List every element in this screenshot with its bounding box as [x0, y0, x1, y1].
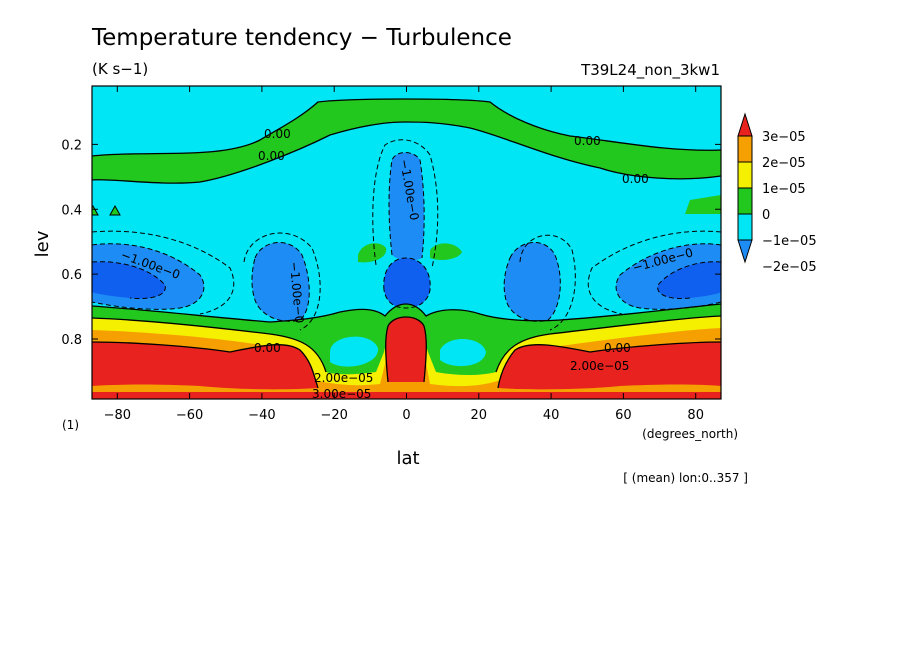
x-tick-label: −60: [176, 408, 203, 423]
colorbar-label: −2e−05: [762, 260, 817, 275]
contour-label: 0.00: [254, 341, 281, 355]
colorbar-swatch: [737, 161, 753, 189]
field-darkblue-left: [92, 261, 166, 299]
colorbar-label: 0: [762, 208, 770, 223]
field-red-left: [92, 342, 318, 390]
field-cyan-hole-right: [440, 338, 486, 367]
colorbar-label: 3e−05: [762, 130, 806, 145]
y-tick-label: 0.4: [61, 203, 82, 218]
y-axis-title: lev: [32, 230, 53, 257]
contour-label: 3.00e−05: [312, 387, 371, 401]
field-cyan-hole-left: [330, 336, 379, 367]
contour-label: 0.00: [604, 341, 631, 355]
contour-label: 0.00: [622, 172, 649, 186]
triangle-marker: [92, 204, 99, 216]
field-red-center: [385, 317, 427, 382]
colorbar: 3e−05 2e−05 1e−05 0 −1e−05 −2e−05: [737, 112, 817, 275]
x-tick-label: 0: [402, 408, 410, 423]
contour-label: 0.00: [264, 127, 291, 141]
chart-units: (K s−1): [92, 60, 148, 78]
x-tick-label: −40: [248, 408, 275, 423]
contours-solid: [92, 98, 721, 389]
field-green-upper: [92, 99, 721, 184]
x-tick-label: −20: [320, 408, 347, 423]
colorbar-swatch: [737, 187, 753, 215]
field-green-right-patch: [685, 195, 721, 214]
colorbar-swatch: [737, 239, 753, 264]
contours-dashed: [92, 139, 721, 331]
x-tick-label: −80: [104, 408, 131, 423]
field-blue-right-mid: [504, 242, 561, 322]
axes: −80 −60 −40 −20 0 20 40 60 80 0.2 0.4 0.6 0.8: [61, 86, 721, 423]
contour-label: 0.00: [258, 149, 285, 163]
contour-label: 0.00: [574, 134, 601, 148]
x-tick-label: 60: [615, 408, 632, 423]
x-axis-title: lat: [396, 448, 419, 469]
colorbar-swatch: [737, 112, 753, 137]
y-units: (1): [62, 418, 79, 432]
colorbar-label: 2e−05: [762, 156, 806, 171]
contour-label: 2.00e−05: [570, 359, 629, 373]
x-tick-label: 80: [687, 408, 704, 423]
chart-title: Temperature tendency − Turbulence: [91, 25, 512, 51]
colorbar-label: −1e−05: [762, 234, 817, 249]
contour-label: −1.00e−0: [287, 261, 306, 324]
y-tick-label: 0.2: [61, 138, 82, 153]
field-darkblue-core: [383, 258, 431, 308]
plot-field: 0.00 0.00 0.00 0.00 −1.00e−0 −1.00e−0 −1…: [92, 86, 721, 401]
footnote: [ (mean) lon:0..357 ]: [623, 471, 748, 485]
field-blue-left-mid: [251, 242, 310, 322]
x-tick-label: 20: [471, 408, 488, 423]
run-label: T39L24_non_3kw1: [580, 61, 720, 80]
field-darkblue-right: [657, 261, 721, 299]
field-green-patch-center: [358, 243, 387, 263]
field-green-patch-center2: [430, 243, 462, 260]
colorbar-label: 1e−05: [762, 182, 806, 197]
colorbar-swatch: [737, 213, 753, 241]
x-tick-label: 40: [543, 408, 560, 423]
triangle-marker: [109, 204, 121, 216]
contour-label: 2.00e−05: [314, 371, 373, 385]
y-tick-label: 0.6: [61, 268, 82, 283]
field-red-right: [498, 342, 721, 390]
y-tick-label: 0.8: [61, 333, 82, 348]
field-blue-column: [389, 152, 425, 261]
colorbar-swatch: [737, 135, 753, 163]
x-units: (degrees_north): [642, 427, 738, 441]
